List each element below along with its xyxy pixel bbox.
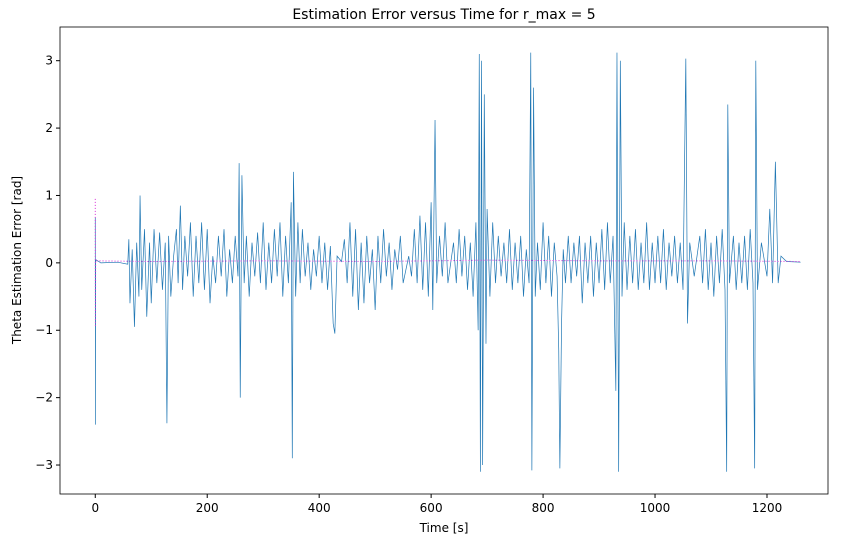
- y-tick-label: 1: [45, 188, 53, 202]
- y-tick-label: 3: [45, 54, 53, 68]
- x-tick-label: 0: [91, 501, 99, 515]
- y-tick-label: −2: [35, 391, 53, 405]
- y-axis-label: Theta Estimation Error [rad]: [10, 176, 24, 345]
- x-tick-label: 800: [532, 501, 555, 515]
- x-tick-label: 600: [420, 501, 443, 515]
- plot-frame: [59, 26, 829, 495]
- x-tick-label: 1000: [640, 501, 671, 515]
- y-tick-label: 0: [45, 256, 53, 270]
- chart-title: Estimation Error versus Time for r_max =…: [292, 7, 595, 23]
- x-tick-label: 1200: [752, 501, 783, 515]
- x-tick-label: 200: [196, 501, 219, 515]
- y-tick-label: −1: [35, 323, 53, 337]
- series-line: [94, 198, 801, 327]
- y-tick-label: −3: [35, 458, 53, 472]
- x-axis-label: Time [s]: [419, 521, 469, 535]
- y-tick-label: 2: [45, 121, 53, 135]
- x-tick-label: 400: [308, 501, 331, 515]
- series-line: [94, 52, 801, 472]
